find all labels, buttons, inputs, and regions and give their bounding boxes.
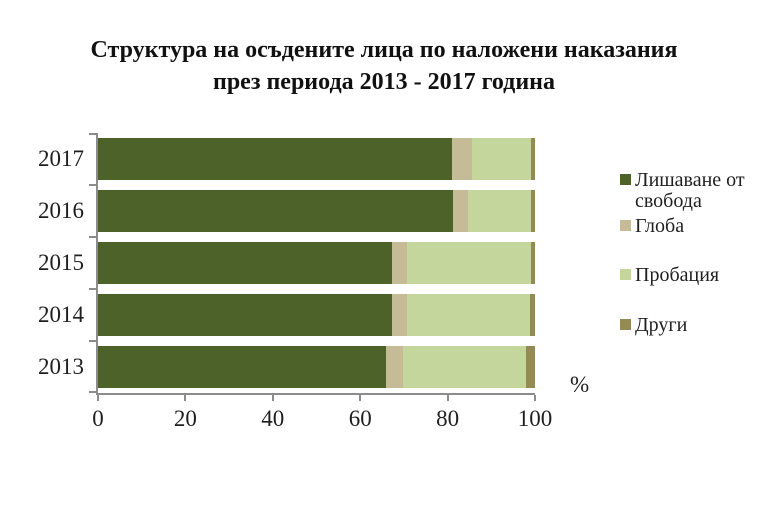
bar-segment xyxy=(98,138,452,180)
legend-label: Пробация xyxy=(635,264,720,286)
bar-segment xyxy=(386,346,403,388)
x-axis-tick xyxy=(534,395,536,401)
legend-swatch-probacia xyxy=(620,269,631,280)
y-axis-tick xyxy=(89,340,96,342)
stacked-bar-2017 xyxy=(98,138,535,180)
legend-label: Глоба xyxy=(635,215,685,237)
bar-segment xyxy=(530,190,535,232)
y-axis-tick xyxy=(89,391,96,393)
bar-segment xyxy=(98,242,393,284)
x-axis-tick-label: 80 xyxy=(436,406,460,431)
y-axis-tick xyxy=(89,236,96,238)
x-axis-unit-label: % xyxy=(570,372,590,397)
x-axis-tick xyxy=(359,395,362,401)
stacked-bar-2014 xyxy=(98,294,535,336)
bar-segment xyxy=(98,190,453,232)
x-axis-tick-label: 20 xyxy=(173,406,197,431)
stacked-bar-2013 xyxy=(98,346,535,388)
x-axis-tick-label: 60 xyxy=(348,406,372,431)
bar-segment xyxy=(392,242,407,284)
x-axis-tick xyxy=(271,395,274,401)
bar-row-2013 xyxy=(98,341,535,393)
legend-item-globa: Глоба xyxy=(620,216,684,237)
x-axis-tick xyxy=(184,395,187,401)
bar-segment xyxy=(467,190,531,232)
legend-item-drugi: Други xyxy=(620,315,687,336)
bar-row-2014 xyxy=(98,289,535,341)
bar-segment xyxy=(451,138,473,180)
y-axis-label: 2016 xyxy=(38,198,84,223)
bar-segment xyxy=(472,138,531,180)
y-axis-label: 2014 xyxy=(38,302,84,327)
x-axis-tick xyxy=(446,395,449,401)
y-axis-tick xyxy=(89,288,96,290)
legend-swatch-drugi xyxy=(620,319,631,330)
bar-segment xyxy=(529,294,535,336)
y-axis-label: 2013 xyxy=(38,354,84,379)
legend-swatch-lishavane-ot-svoboda xyxy=(620,174,631,185)
bar-segment xyxy=(392,294,407,336)
plot-area: 0 20 40 60 80 100 xyxy=(89,133,552,430)
legend-label: Други xyxy=(635,314,688,336)
bar-row-2017 xyxy=(98,133,535,185)
bar-segment xyxy=(98,294,393,336)
y-axis-tick xyxy=(89,133,96,135)
bar-segment xyxy=(530,242,535,284)
legend-swatch-globa xyxy=(620,220,631,231)
legend-label: Лишаване от свобода xyxy=(635,169,745,212)
bar-segment xyxy=(530,138,535,180)
bar-segment xyxy=(526,346,535,388)
y-axis-label: 2017 xyxy=(38,146,84,171)
bars-layer xyxy=(98,133,535,393)
legend-item-lishavane-ot-svoboda: Лишаване от свобода xyxy=(620,170,753,212)
bar-segment xyxy=(406,294,530,336)
bar-row-2015 xyxy=(98,237,535,289)
legend-item-probacia: Пробация xyxy=(620,265,719,286)
x-axis-tick-label: 40 xyxy=(261,406,285,431)
stacked-bar-2015 xyxy=(98,242,535,284)
y-axis-label: 2015 xyxy=(38,250,84,275)
y-axis-tick xyxy=(89,184,96,186)
chart-title-line2: през периода 2013 - 2017 година xyxy=(213,69,555,95)
chart-title-line1: Структура на осъдените лица по наложени … xyxy=(90,37,678,63)
bar-segment xyxy=(403,346,527,388)
x-axis-tick-label: 100 xyxy=(517,406,553,431)
x-axis-tick-label: 0 xyxy=(92,406,104,431)
bar-row-2016 xyxy=(98,185,535,237)
x-axis-tick xyxy=(97,395,99,401)
bar-segment xyxy=(406,242,531,284)
chart-title: Структура на осъдените лица по наложени … xyxy=(0,34,768,98)
bar-segment xyxy=(98,346,387,388)
stacked-bar-2016 xyxy=(98,190,535,232)
bar-segment xyxy=(452,190,468,232)
